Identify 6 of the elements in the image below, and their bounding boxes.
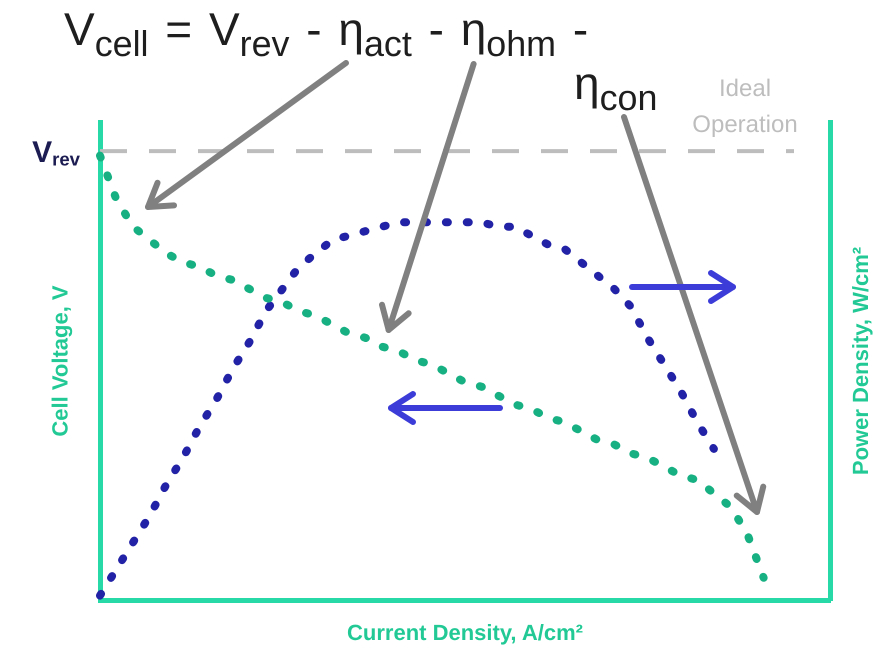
y-axis-title: Cell Voltage, V [47,285,72,437]
ref-line-label: Ideal Operation [692,75,798,138]
chart-title: V$_{cell}$ = V$_{rev}$ - η$_{act}$ - η$_{ohm}$ - η$_{con}$ [64,3,658,118]
x-axis-title: Current Density, A/cm² [347,620,583,645]
text: V$_{rev}$ [31,136,80,170]
y2-axis-title: Power Density, W/cm² [848,246,874,476]
